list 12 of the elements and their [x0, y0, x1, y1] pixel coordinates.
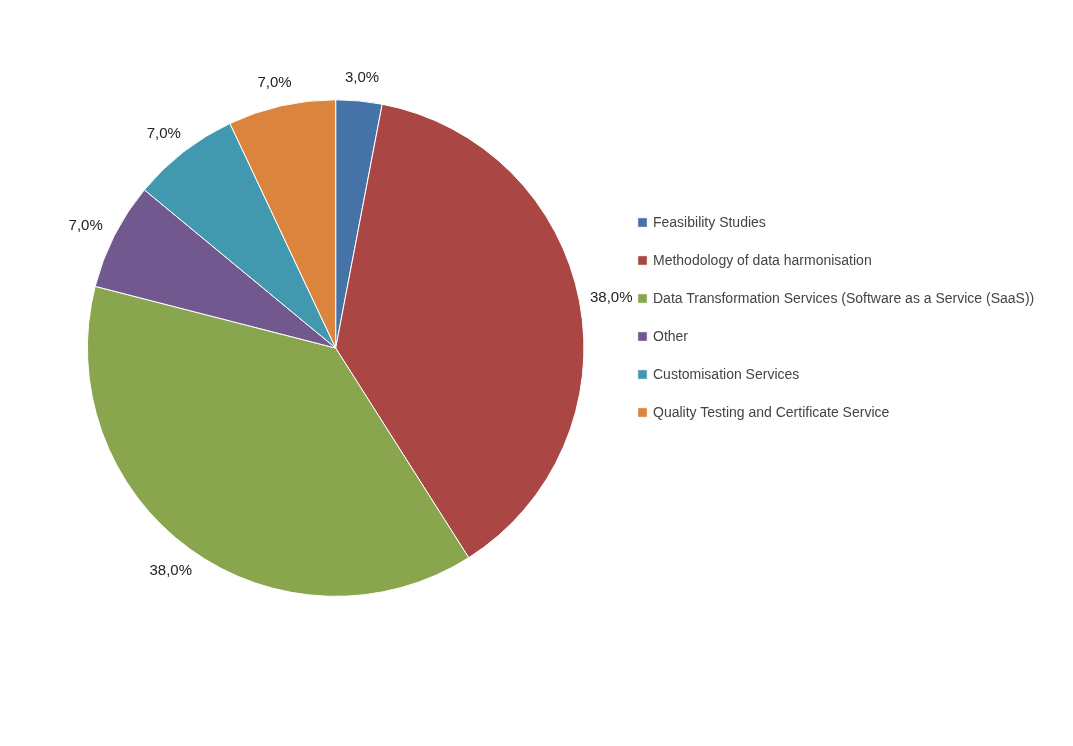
legend-label: Data Transformation Services (Software as a Service (SaaS)) — [653, 290, 1035, 306]
data-label: 38,0% — [149, 560, 193, 578]
legend-label: Customisation Services — [653, 366, 800, 382]
data-label: 38,0% — [589, 288, 633, 306]
data-label: 3,0% — [344, 67, 380, 85]
legend-label: Feasibility Studies — [653, 214, 766, 230]
data-label: 7,0% — [68, 215, 103, 233]
legend-label: Methodology of data harmonisation — [653, 252, 872, 268]
legend-label: Quality Testing and Certificate Service — [653, 404, 890, 420]
data-label: 7,0% — [146, 123, 181, 141]
data-label: 7,0% — [257, 73, 292, 91]
legend-label: Other — [653, 328, 689, 344]
